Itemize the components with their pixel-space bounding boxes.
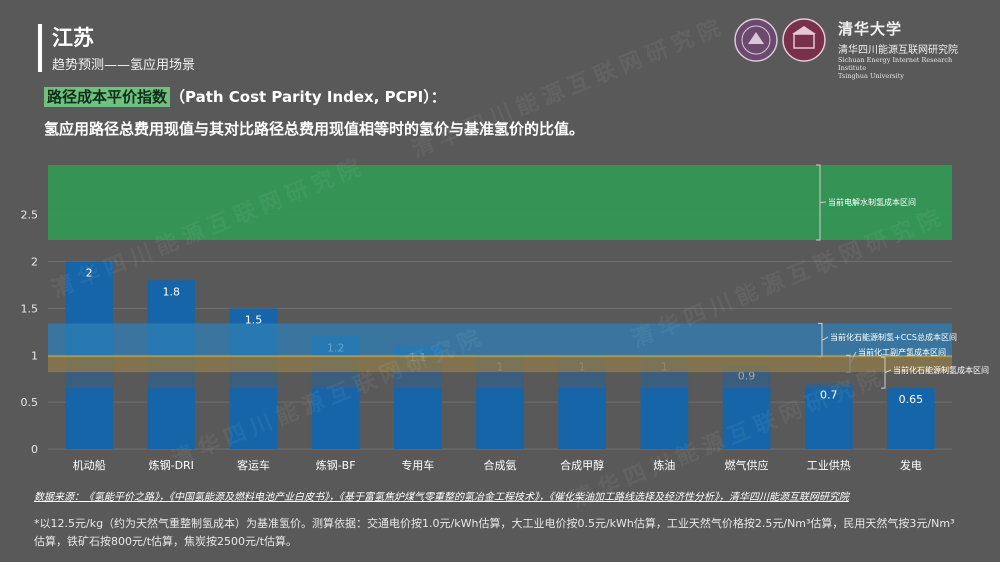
page-subtitle: 趋势预测——氢应用场景	[52, 58, 196, 73]
y-tick-label: 1	[31, 349, 38, 362]
data-source: 数据来源：《氢能平价之路》，《中国氢能源及燃料电池产业白皮书》，《基于富氢焦炉煤…	[34, 492, 849, 503]
x-tick-label: 炼钢-BF	[316, 458, 356, 472]
y-tick-label: 1.5	[21, 302, 39, 315]
logo-text: 清华大学 清华四川能源互联网研究院 Sichuan Energy Interne…	[838, 18, 982, 80]
bar-value-label: 0.7	[820, 388, 838, 401]
band-bracket	[816, 164, 827, 241]
page-title: 江苏	[52, 26, 94, 50]
bar	[887, 388, 935, 449]
pcpi-definition: 氢应用路径总费用现值与其对比路径总费用现值相等时的氢价与基准氢价的比值。	[44, 120, 585, 138]
logo-university-en: Tsinghua University	[838, 72, 905, 80]
x-tick-label: 发电	[900, 458, 922, 472]
bar-value-label: 1.5	[245, 313, 263, 326]
x-tick-label: 合成甲醇	[560, 458, 604, 472]
y-tick-label: 2.5	[21, 209, 39, 222]
y-tick-label: 0	[31, 443, 38, 456]
x-tick-label: 炼油	[653, 458, 675, 472]
band-label: 当前化工副产氢成本区间	[858, 347, 946, 357]
y-tick-label: 0.5	[21, 396, 39, 409]
bar-value-label: 1.8	[163, 285, 181, 298]
logo-university-name: 清华大学	[838, 20, 903, 38]
band-label: 当前化石能源制氢成本区间	[893, 365, 989, 375]
title-accent-bar	[38, 24, 42, 72]
y-tick-label: 2	[31, 256, 38, 269]
cost-band	[48, 165, 952, 240]
x-tick-label: 工业供热	[807, 458, 851, 472]
band-label: 当前电解水制氢成本区间	[828, 197, 916, 207]
footnote: *以12.5元/kg（约为天然气重整制氢成本）为基准氢价。测算依据：交通电价按1…	[34, 517, 955, 548]
x-tick-label: 机动船	[73, 458, 106, 472]
x-tick-label: 炼钢-DRI	[149, 458, 194, 472]
university-seal-icons	[734, 18, 826, 62]
cost-band	[48, 323, 952, 358]
bar-value-label: 0.65	[899, 393, 924, 406]
bar-value-label: 2	[86, 267, 93, 280]
x-tick-label: 燃气供应	[725, 458, 769, 472]
pcpi-heading-rest: （Path Cost Parity Index, PCPI）：	[170, 88, 446, 106]
bar	[804, 383, 853, 449]
cost-band	[48, 357, 952, 389]
logo-institute-name: 清华四川能源互联网研究院	[838, 45, 958, 56]
band-label: 当前化石能源制氢+CCS总成本区间	[830, 332, 957, 342]
pcpi-heading: 路径成本平价指数 （Path Cost Parity Index, PCPI）：	[44, 86, 446, 107]
band-bracket	[881, 356, 892, 389]
x-tick-label: 专用车	[401, 458, 434, 472]
x-tick-label: 合成氨	[484, 458, 517, 472]
pcpi-heading-highlight: 路径成本平价指数	[44, 87, 171, 107]
logo-area: 清华大学 清华四川能源互联网研究院 Sichuan Energy Interne…	[734, 14, 982, 80]
institute-seal-icon	[782, 18, 826, 62]
logo-institute-en: Sichuan Energy Internet Research Institu…	[838, 56, 953, 72]
x-tick-label: 客运车	[237, 458, 270, 472]
